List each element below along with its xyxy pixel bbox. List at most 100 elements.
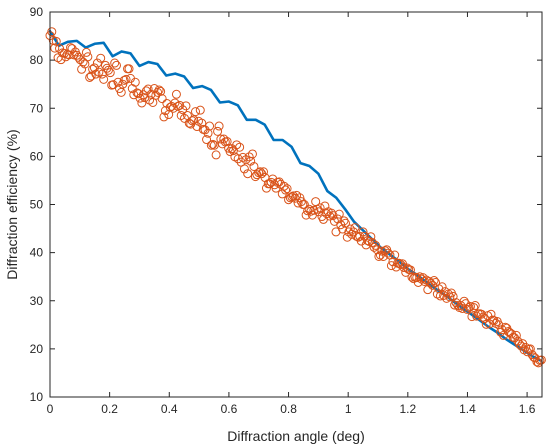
scatter-point — [216, 134, 226, 144]
scatter-point — [374, 251, 384, 261]
scatter-point — [170, 98, 180, 108]
scatter-point — [511, 330, 521, 340]
scatter-point — [191, 107, 201, 117]
scatter-point — [124, 64, 134, 74]
scatter-point — [282, 184, 292, 194]
scatter-point — [350, 223, 360, 233]
scatter-point — [156, 86, 166, 96]
scatter-point — [377, 246, 387, 256]
scatter-point — [143, 84, 153, 94]
scatter-point — [91, 69, 101, 79]
scatter-point — [437, 282, 447, 292]
scatter-point — [195, 105, 205, 115]
y-tick-label: 90 — [30, 5, 44, 19]
scatter-point — [171, 89, 181, 99]
scatter-point — [315, 203, 325, 213]
scatter-point — [157, 94, 167, 104]
x-tick-label: 0.8 — [280, 402, 297, 416]
scatter-point — [249, 161, 259, 171]
scatter-point — [51, 36, 61, 46]
x-axis-label: Diffraction angle (deg) — [227, 428, 364, 444]
scatter-point — [459, 296, 469, 306]
scatter-point — [154, 85, 164, 95]
scatter-point — [450, 300, 460, 310]
scatter-point — [345, 224, 355, 234]
plot-area — [50, 12, 542, 397]
scatter-point — [50, 43, 60, 53]
scatter-point — [205, 121, 215, 131]
scatter-point — [429, 276, 439, 286]
scatter-point — [132, 88, 142, 98]
scatter-point — [527, 350, 537, 360]
scatter-point — [341, 218, 350, 228]
scatter-point — [67, 44, 77, 54]
scatter-point — [525, 344, 535, 354]
scatter-point — [168, 103, 178, 113]
scatter-point — [390, 250, 400, 260]
scatter-point — [99, 74, 109, 84]
scatter-point — [211, 150, 221, 160]
scatter-point — [203, 128, 213, 138]
scatter-point — [88, 64, 98, 74]
scatter-point — [339, 216, 349, 226]
axes-layer: 0 0.2 0.4 0.6 0.8 1 1.2 1.4 1.6 10 20 30 40 50 60 70 80 9… — [30, 5, 543, 416]
scatter-point — [119, 75, 129, 85]
scatter-point — [239, 164, 249, 174]
scatter-point — [467, 312, 477, 322]
scatter-point — [232, 140, 242, 150]
scatter-point — [77, 64, 87, 74]
scatter-point — [285, 193, 295, 203]
scatter-point — [288, 191, 298, 201]
x-tick-label: 0.2 — [101, 402, 118, 416]
scatter-point — [111, 60, 121, 70]
scatter-point — [536, 355, 546, 365]
scatter-point — [369, 242, 379, 252]
scatter-point — [243, 169, 253, 179]
scatter-point — [73, 52, 83, 62]
scatter-point — [406, 265, 415, 275]
scatter-point — [110, 58, 120, 68]
scatter-point — [164, 110, 174, 120]
y-tick-label: 70 — [30, 101, 44, 115]
x-tick-label: 1.4 — [459, 402, 476, 416]
scatter-point — [103, 65, 113, 75]
scatter-point — [401, 267, 411, 277]
y-tick-label: 10 — [30, 390, 44, 404]
scatter-point — [105, 68, 115, 78]
scatter-point — [241, 155, 251, 165]
scatter-point — [481, 319, 491, 329]
scatter-point — [181, 101, 191, 111]
series-layer — [45, 27, 546, 368]
scatter-point — [510, 333, 520, 343]
scatter-point — [247, 149, 257, 159]
scatter-point — [92, 58, 102, 68]
scatter-point — [371, 240, 381, 250]
scatter-point — [334, 209, 344, 219]
x-tick-label: 1.6 — [519, 402, 536, 416]
scatter-point — [192, 122, 202, 132]
scatter-point — [420, 277, 430, 286]
scatter-point — [383, 248, 393, 258]
scatter-point — [399, 263, 409, 273]
scatter-point — [83, 52, 93, 62]
scatter-point — [208, 139, 218, 149]
x-tick-label: 1.2 — [399, 402, 416, 416]
scatter-point — [259, 167, 268, 177]
scatter-point — [96, 53, 106, 63]
scatter-point — [470, 301, 480, 311]
scatter-point — [113, 77, 123, 87]
y-tick-label: 60 — [30, 149, 44, 163]
scatter-point — [118, 79, 128, 89]
scatter-point — [388, 257, 398, 267]
scatter-point — [279, 181, 289, 191]
scatter-point — [135, 93, 145, 103]
scatter-point — [358, 227, 368, 237]
scatter-point — [213, 126, 223, 136]
scatter-point — [462, 304, 472, 314]
line-series — [48, 29, 542, 362]
scatter-point — [121, 74, 131, 84]
scatter-point — [478, 312, 488, 322]
x-tick-label: 1 — [345, 402, 352, 416]
scatter-point — [366, 232, 376, 242]
